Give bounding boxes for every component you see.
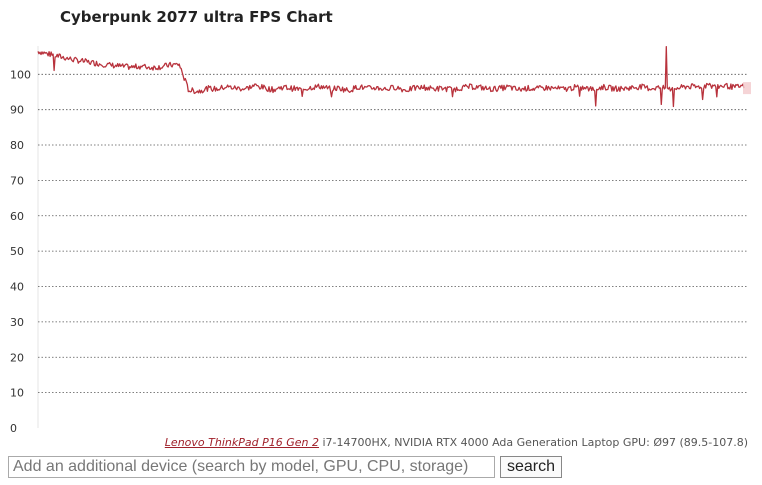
device-specs: i7-14700HX, NVIDIA RTX 4000 Ada Generati…: [322, 436, 650, 449]
y-tick-label: 50: [10, 245, 24, 258]
device-stats: Ø97 (89.5-107.8): [653, 436, 748, 449]
series-end-marker: [743, 82, 751, 95]
y-tick-label: 10: [10, 387, 24, 400]
y-tick-label: 30: [10, 316, 24, 329]
search-button[interactable]: search: [500, 456, 563, 478]
search-row: search: [8, 456, 563, 478]
fps-series-line: [37, 46, 745, 108]
fps-chart: 0 10 20 30 40 50 60 70 80 90 100: [10, 46, 751, 435]
chart-title: Cyberpunk 2077 ultra FPS Chart: [60, 8, 333, 26]
y-tick-label: 20: [10, 351, 24, 364]
y-tick-label: 40: [10, 281, 24, 294]
y-tick-label: 80: [10, 139, 24, 152]
y-tick-label: 60: [10, 210, 24, 223]
search-input[interactable]: [8, 456, 495, 478]
y-tick-labels: 0 10 20 30 40 50 60 70 80 90 100: [10, 68, 31, 435]
chart-legend: Lenovo ThinkPad P16 Gen 2 i7-14700HX, NV…: [165, 436, 748, 449]
y-tick-label: 70: [10, 174, 24, 187]
series-group: [37, 46, 751, 108]
device-link[interactable]: Lenovo ThinkPad P16 Gen 2: [164, 436, 319, 449]
y-tick-label: 90: [10, 104, 24, 117]
y-tick-label: 100: [10, 68, 31, 81]
grid-lines: [37, 46, 748, 428]
y-tick-label: 0: [10, 422, 17, 435]
